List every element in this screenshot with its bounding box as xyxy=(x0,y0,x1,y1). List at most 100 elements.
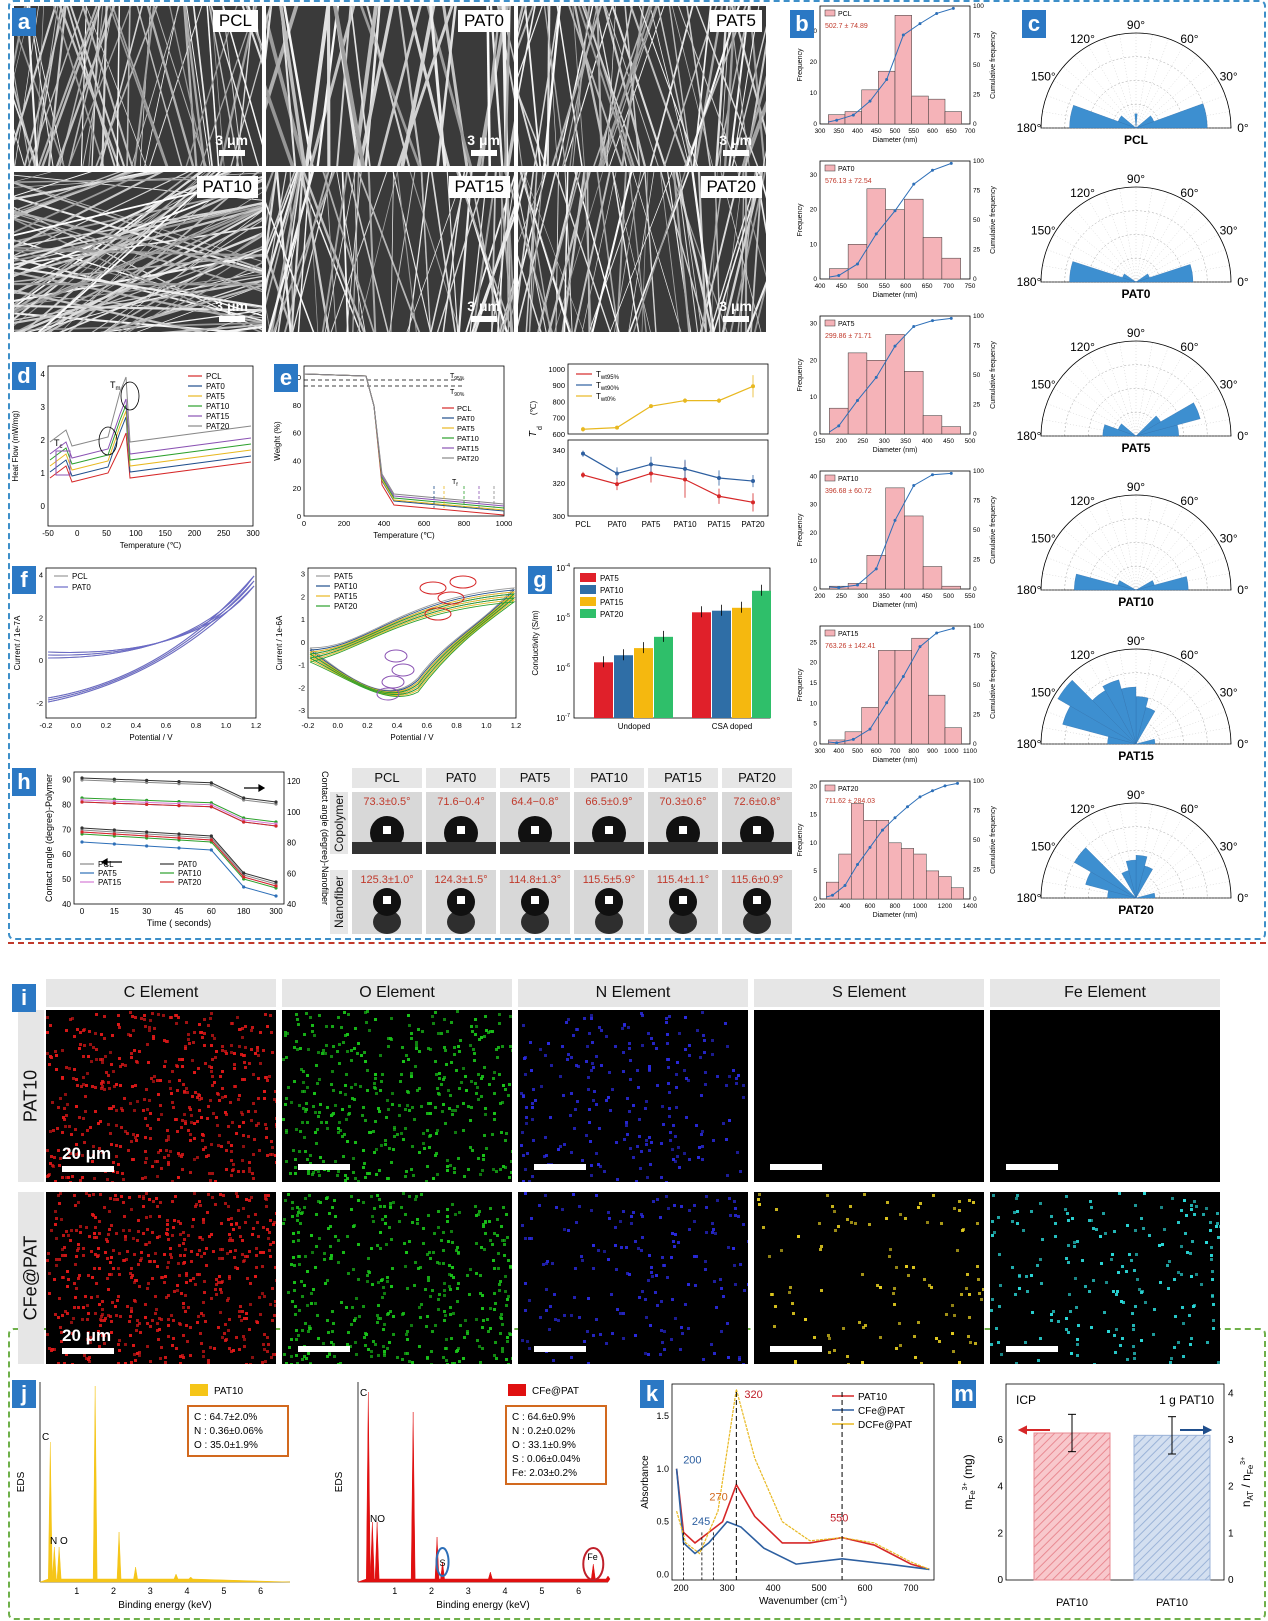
eds-dot xyxy=(337,1363,340,1364)
eds-dot xyxy=(183,1238,186,1241)
eds-dot xyxy=(322,1160,325,1163)
eds-dot xyxy=(1115,1293,1118,1296)
eds-dot xyxy=(221,1257,224,1260)
eds-dot xyxy=(1184,1232,1187,1235)
x-tick: 4 xyxy=(185,1586,190,1596)
legend-name: PAT20 xyxy=(600,610,624,619)
eds-dot xyxy=(241,1036,244,1039)
eds-dot xyxy=(1050,1215,1053,1218)
eds-dot xyxy=(436,1261,439,1264)
eds-dot xyxy=(491,1030,494,1033)
eds-dot xyxy=(330,1254,333,1257)
sem-label: PAT20 xyxy=(700,176,762,198)
hist-bar xyxy=(885,209,905,280)
eds-dot xyxy=(95,1058,98,1061)
eds-dot xyxy=(696,1029,699,1032)
eds-dot xyxy=(147,1254,150,1257)
eds-dot xyxy=(976,1265,979,1268)
eds-dot xyxy=(667,1207,670,1210)
eds-dot xyxy=(159,1104,162,1107)
eds-dot xyxy=(468,1293,471,1296)
eds-dot xyxy=(641,1215,644,1218)
eds-dot xyxy=(1030,1210,1033,1213)
eds-dot xyxy=(159,1357,162,1360)
sem-scale-line xyxy=(218,150,245,156)
eds-dot xyxy=(524,1237,527,1240)
eds-dot xyxy=(1117,1271,1120,1274)
eds-dot xyxy=(472,1048,475,1051)
eds-dot xyxy=(504,1166,507,1169)
eds-dot xyxy=(410,1324,413,1327)
fiber xyxy=(14,204,262,311)
eds-dot xyxy=(110,1224,113,1227)
eds-dot xyxy=(115,1124,118,1127)
eds-dot xyxy=(732,1247,735,1250)
eds-dot xyxy=(1217,1236,1220,1239)
eds-dot xyxy=(88,1194,91,1197)
eds-dot xyxy=(639,1167,642,1170)
eds-dot xyxy=(421,1030,424,1033)
eds-dot xyxy=(147,1061,150,1064)
fiber xyxy=(551,6,602,166)
eds-dot xyxy=(265,1205,268,1208)
polar-spoke xyxy=(1119,34,1137,129)
polar-spoke xyxy=(1103,192,1137,283)
fiber xyxy=(266,172,287,293)
eds-dot xyxy=(122,1229,125,1232)
eds-dot xyxy=(1015,1362,1018,1364)
y-tick: 0 xyxy=(297,512,301,521)
eds-dot xyxy=(293,1281,296,1284)
eds-dot xyxy=(351,1306,354,1309)
panel-letter-g: g xyxy=(528,566,552,594)
eds-dot xyxy=(366,1089,369,1092)
y-tick-exp: -7 xyxy=(565,713,570,719)
x-tick: -50 xyxy=(42,529,54,538)
cum-point xyxy=(837,586,841,590)
eds-dot xyxy=(130,1052,133,1055)
eds-dot xyxy=(647,1032,650,1035)
fiber xyxy=(436,6,457,166)
eds-dot xyxy=(530,1237,533,1240)
eds-dot xyxy=(842,1327,845,1330)
eds-dot xyxy=(81,1133,84,1136)
eds-dot xyxy=(131,1015,134,1018)
eds-dot xyxy=(700,1094,703,1097)
polar-spoke xyxy=(1135,496,1153,591)
eds-dot xyxy=(469,1119,472,1122)
eds-dot xyxy=(295,1354,298,1357)
eds-dot xyxy=(999,1284,1002,1287)
eds-dot xyxy=(449,1306,452,1309)
fiber xyxy=(596,172,619,332)
eds-dot xyxy=(649,1163,652,1166)
eds-dot xyxy=(160,1318,163,1321)
eds-dot xyxy=(66,1312,69,1315)
eds-dot xyxy=(1068,1293,1071,1296)
polar-spoke xyxy=(1119,496,1137,591)
eds-dot xyxy=(103,1206,106,1209)
eds-dot xyxy=(1183,1199,1186,1202)
eds-dot xyxy=(202,1148,205,1151)
eds-dot xyxy=(665,1021,668,1024)
eds-dot xyxy=(173,1219,176,1222)
eds-dot xyxy=(298,1309,301,1312)
eds-dot xyxy=(322,1049,325,1052)
eds-dot xyxy=(467,1105,470,1108)
series-line xyxy=(582,472,754,503)
eds-dot xyxy=(306,1074,309,1077)
y2-tick: 75 xyxy=(973,498,981,505)
tm-label: Tm xyxy=(110,380,121,392)
eds-dot xyxy=(308,1194,311,1197)
eds-dot xyxy=(269,1303,272,1306)
eds-dot xyxy=(625,1246,628,1249)
eds-dot xyxy=(406,1287,409,1290)
eds-dot xyxy=(712,1228,715,1231)
eds-dot xyxy=(117,1267,120,1270)
contact-point xyxy=(242,871,246,875)
eds-dot xyxy=(917,1321,920,1324)
eds-dot xyxy=(1092,1227,1095,1230)
eds-dot xyxy=(166,1219,169,1222)
eds-dot xyxy=(423,1147,426,1150)
y2-tick: 3 xyxy=(1228,1435,1234,1446)
eds-dot xyxy=(292,1149,295,1152)
